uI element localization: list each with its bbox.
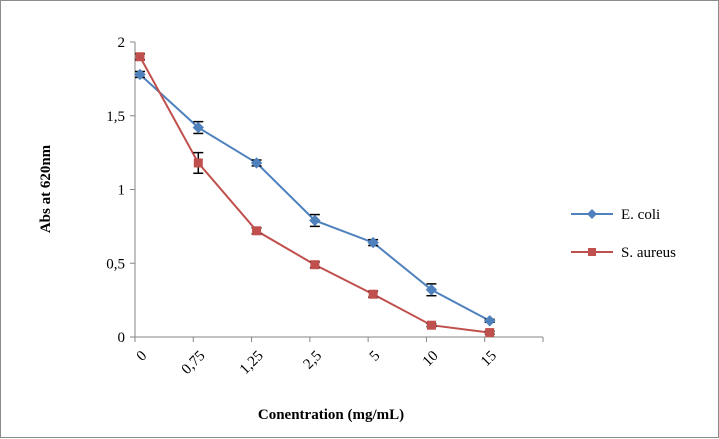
legend-item: E. coli [571,207,660,223]
y-tick-label: 1 [118,183,126,199]
data-point [193,158,203,168]
data-point [426,320,436,330]
plot-series [134,52,496,338]
y-tick-label: 0,5 [106,256,125,272]
legend-label: S. aureus [621,245,676,261]
data-point [485,328,495,338]
x-axis-ticks: 0 0,75 1,25 2,5 5 10 15 [134,337,544,378]
x-tick-label: 0,75 [179,348,209,378]
x-tick-label: 0 [134,348,151,365]
legend-item: S. aureus [571,245,676,261]
x-axis-title: Conentration (mg/mL) [258,407,404,423]
data-point [368,289,378,299]
data-point [310,260,320,270]
data-point [367,236,379,249]
series-line [139,56,490,334]
x-tick-label: 2,5 [301,348,326,373]
x-tick-label: 5 [367,348,384,365]
axes [134,42,543,338]
data-point [425,284,438,296]
y-tick-label: 0 [118,330,126,346]
data-point [252,226,262,236]
data-point [134,68,146,81]
y-axis-ticks: 0 0,5 1 1,5 2 [106,35,135,346]
y-tick-label: 1,5 [106,109,125,125]
series-line [139,73,491,322]
data-point [192,121,204,134]
series-0 [134,68,496,327]
y-axis-title: Abs at 620nm [38,144,54,233]
data-point [484,315,496,327]
legend-label: E. coli [621,207,660,223]
legend-marker [588,248,596,256]
data-point [309,214,321,227]
data-point [250,157,263,169]
x-tick-label: 1,25 [237,348,267,378]
x-tick-label: 10 [420,348,442,370]
y-tick-label: 2 [118,35,126,51]
x-tick-label: 15 [478,348,500,370]
legend: E. coli S. aureus [571,207,676,261]
legend-marker [587,209,597,219]
data-point [135,52,145,62]
series-1 [135,52,495,338]
